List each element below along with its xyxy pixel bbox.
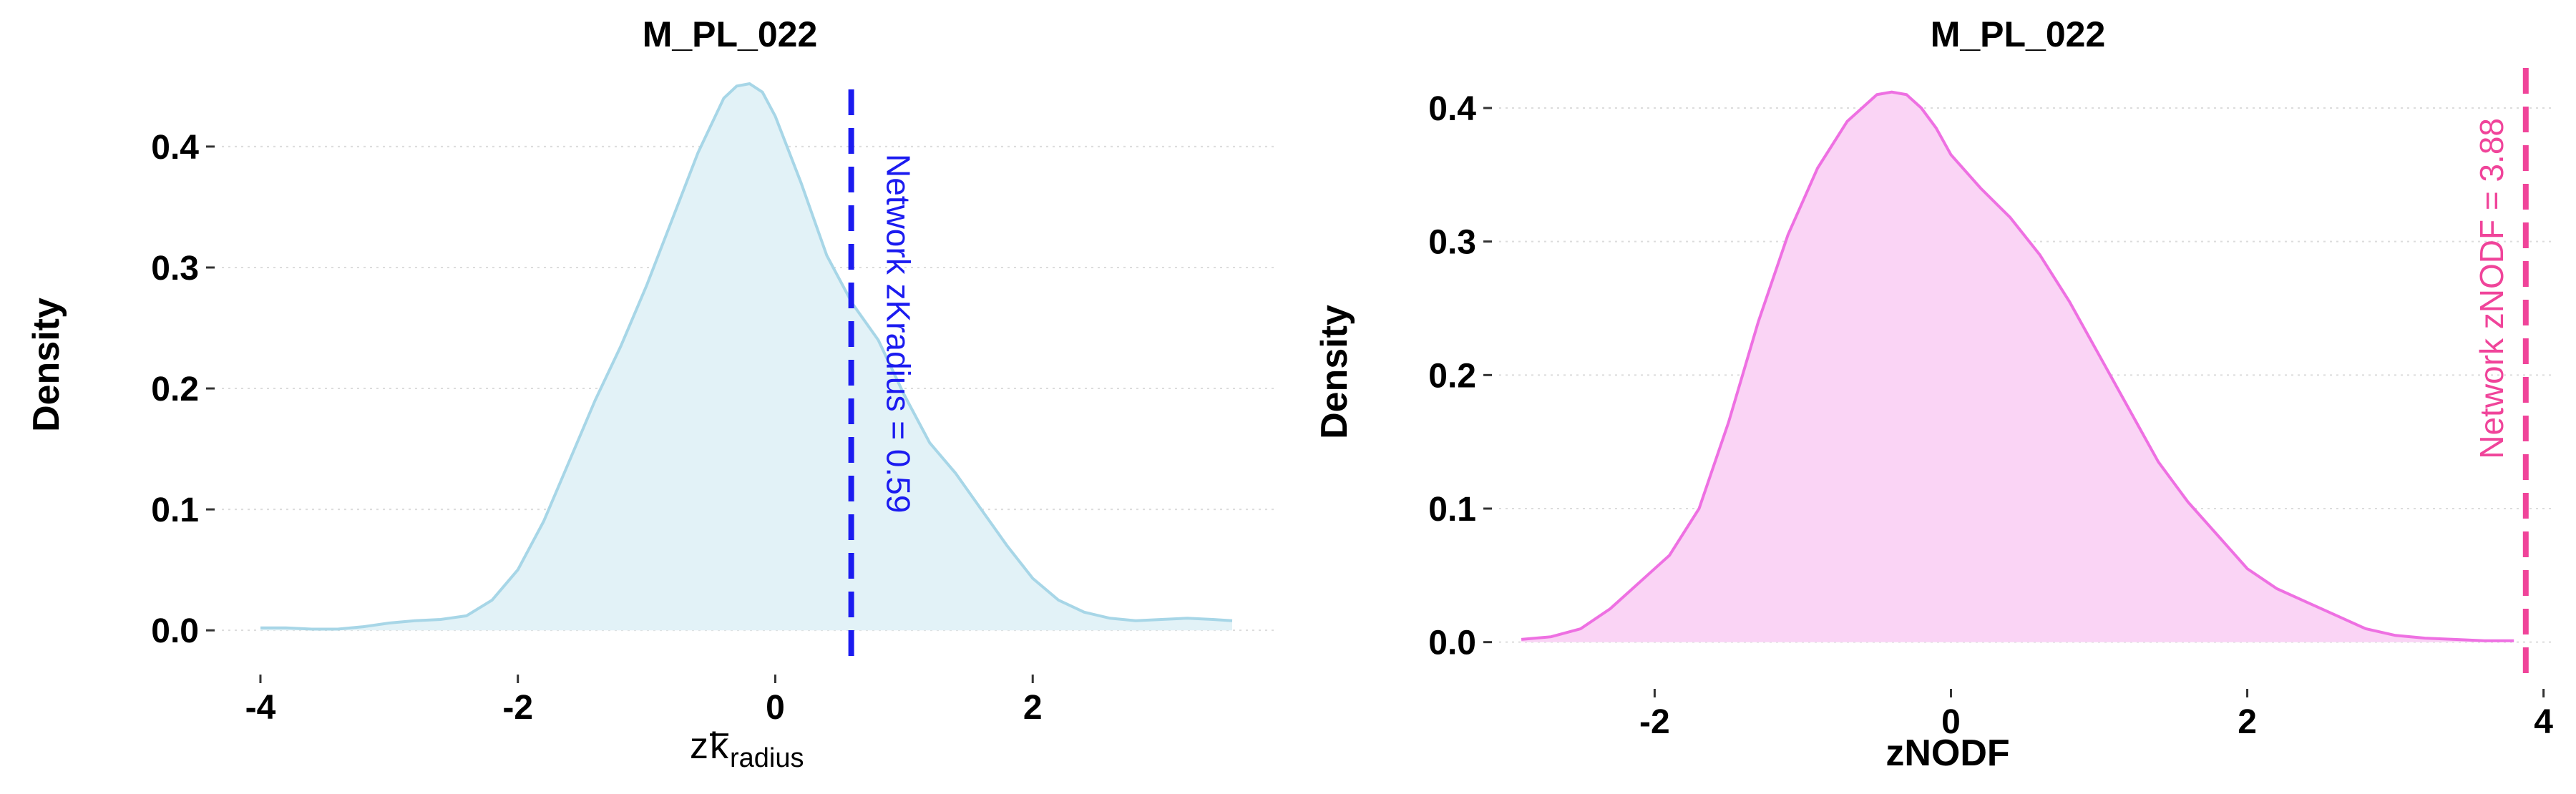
density-panel-zkradius: M_PL_022 Density z k radius Network zKra…	[26, 14, 1277, 773]
x-tick-label: 4	[2534, 703, 2553, 741]
y-axis-ticks: 0.0 0.1 0.2 0.3 0.4	[151, 129, 215, 650]
chart-title: M_PL_022	[643, 14, 818, 54]
y-tick-label: 0.2	[1428, 357, 1476, 395]
x-axis-label-k: k	[710, 725, 729, 767]
x-tick-label: 0	[1941, 703, 1961, 741]
y-tick-label: 0.2	[151, 371, 199, 408]
x-tick-label: -2	[502, 689, 533, 727]
x-axis-label-subscript: radius	[730, 743, 804, 773]
x-tick-label: -4	[245, 689, 276, 727]
network-value-label: Network zNODF = 3.88	[2473, 118, 2510, 459]
x-tick-label: 0	[766, 689, 785, 727]
x-tick-label: 2	[2238, 703, 2257, 741]
x-tick-label: -2	[1639, 703, 1670, 741]
x-axis-ticks: -4 -2 0 2	[245, 675, 1043, 727]
density-curve	[1521, 90, 2514, 642]
density-area	[260, 84, 1232, 631]
density-area	[1521, 92, 2514, 642]
x-tick-label: 2	[1023, 689, 1043, 727]
density-curve	[260, 82, 1233, 631]
y-tick-label: 0.3	[1428, 224, 1476, 262]
x-axis-label: zNODF	[1885, 732, 2009, 774]
y-tick-label: 0.4	[151, 129, 199, 167]
density-panel-znodf: M_PL_022 Density zNODF Network zNODF = 3…	[1314, 14, 2553, 774]
y-axis-label: Density	[1314, 305, 1355, 439]
y-tick-label: 0.1	[151, 491, 199, 529]
y-tick-label: 0.3	[151, 250, 199, 288]
chart-title: M_PL_022	[1931, 14, 2106, 54]
y-tick-label: 0.0	[1428, 624, 1476, 662]
y-axis-label: Density	[26, 298, 67, 432]
x-axis-ticks: -2 0 2 4	[1639, 689, 2553, 741]
y-tick-label: 0.1	[1428, 491, 1476, 529]
y-tick-label: 0.0	[151, 612, 199, 650]
network-value-label: Network zKradius = 0.59	[880, 154, 917, 513]
y-tick-label: 0.4	[1428, 90, 1476, 128]
x-axis-label: z k radius	[690, 725, 804, 773]
x-axis-label-main: z	[690, 725, 708, 767]
y-axis-ticks: 0.0 0.1 0.2 0.3 0.4	[1428, 90, 1492, 662]
